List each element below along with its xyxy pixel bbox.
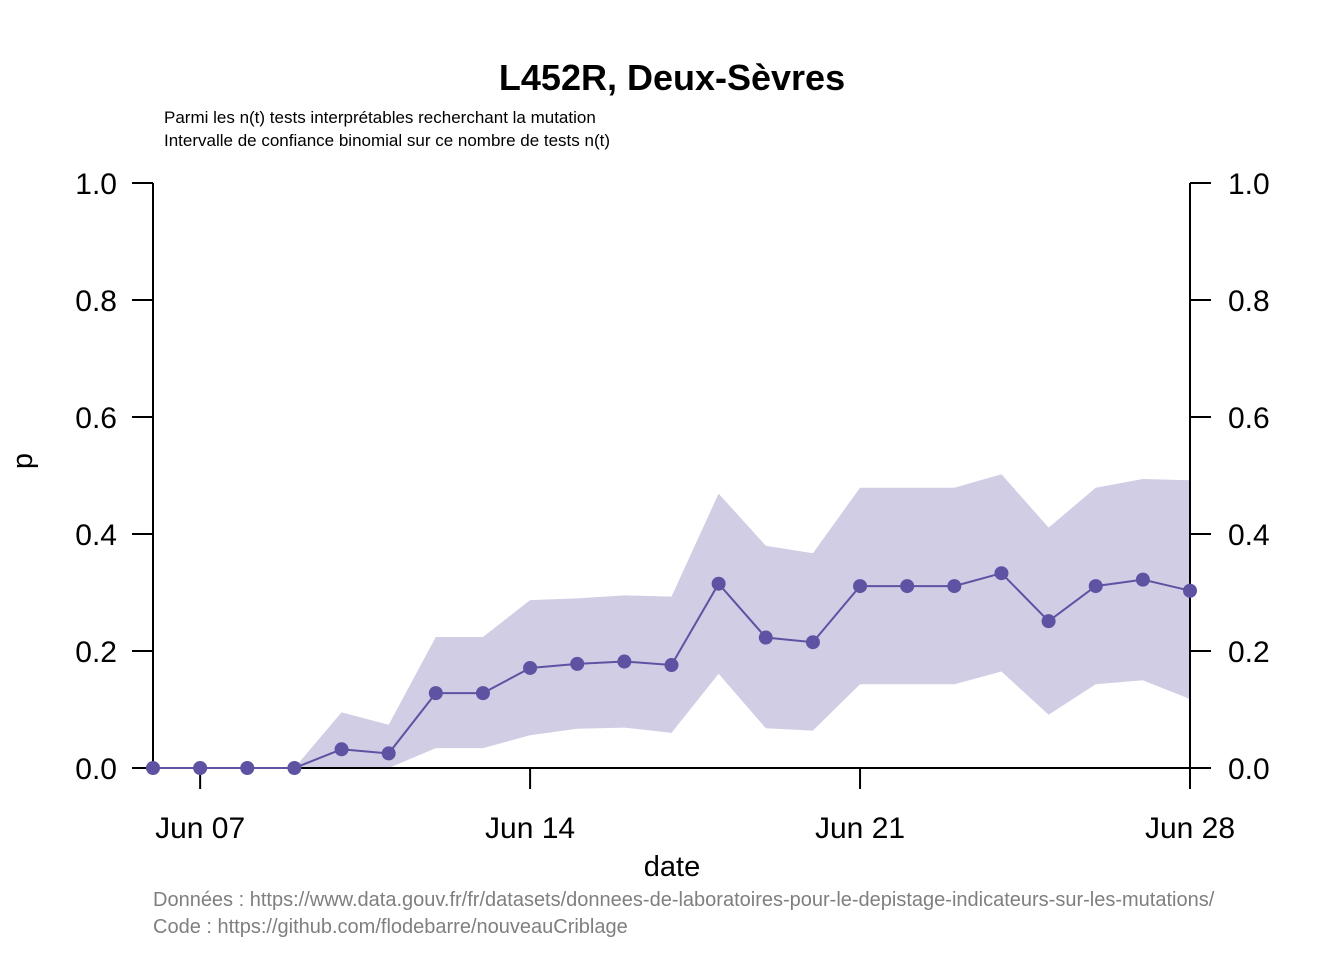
data-point <box>758 630 773 645</box>
y-tick-label-right: 0.4 <box>1228 519 1270 552</box>
data-point <box>334 742 349 757</box>
y-axis-label: p <box>7 453 39 469</box>
footer-data-source: Données : https://www.data.gouv.fr/fr/da… <box>153 889 1215 911</box>
chart-title: L452R, Deux-Sèvres <box>499 57 845 98</box>
data-point <box>146 761 160 775</box>
x-axis-label: date <box>644 851 700 883</box>
data-point <box>1135 572 1150 587</box>
data-point <box>711 576 726 591</box>
chart-subtitle-line-2: Intervalle de confiance binomial sur ce … <box>164 131 610 150</box>
data-point <box>805 635 820 650</box>
y-tick-label-right: 1.0 <box>1228 168 1270 201</box>
data-point <box>428 686 443 701</box>
data-point <box>664 658 679 673</box>
y-tick-label-left: 0.2 <box>75 636 117 669</box>
data-point <box>947 579 962 594</box>
data-point <box>1041 614 1056 629</box>
y-tick-label-left: 0.0 <box>75 753 117 786</box>
data-point <box>1183 583 1197 598</box>
plot-area: 0.0 0.0 0.2 0.2 0.4 0.4 0.6 0.6 0.8 0.8 1.0 1.0 Jun … <box>75 168 1269 845</box>
data-point <box>853 579 868 594</box>
chart-subtitle-line-1: Parmi les n(t) tests interprétables rech… <box>164 108 596 127</box>
x-tick-label: Jun 21 <box>815 812 905 845</box>
y-tick-label-left: 0.8 <box>75 285 117 318</box>
y-tick-label-right: 0.0 <box>1228 753 1270 786</box>
y-tick-label-right: 0.2 <box>1228 636 1270 669</box>
data-point <box>193 761 208 775</box>
data-point <box>994 566 1009 581</box>
y-tick-label-left: 0.4 <box>75 519 117 552</box>
data-point <box>287 761 302 775</box>
y-tick-label-left: 0.6 <box>75 402 117 435</box>
x-tick-label: Jun 14 <box>485 812 575 845</box>
x-tick-label: Jun 28 <box>1145 812 1235 845</box>
data-point <box>475 686 490 701</box>
data-point <box>381 746 396 761</box>
x-tick-label: Jun 07 <box>155 812 245 845</box>
data-point <box>240 761 255 775</box>
data-point <box>570 656 585 671</box>
y-tick-label-right: 0.6 <box>1228 402 1270 435</box>
footer-code-source: Code : https://github.com/flodebarre/nou… <box>153 916 628 938</box>
data-point <box>523 660 538 675</box>
data-point <box>900 579 915 594</box>
data-point <box>617 654 632 669</box>
y-tick-label-left: 1.0 <box>75 168 117 201</box>
data-point <box>1088 579 1103 594</box>
confidence-band <box>153 474 1190 768</box>
y-tick-label-right: 0.8 <box>1228 285 1270 318</box>
